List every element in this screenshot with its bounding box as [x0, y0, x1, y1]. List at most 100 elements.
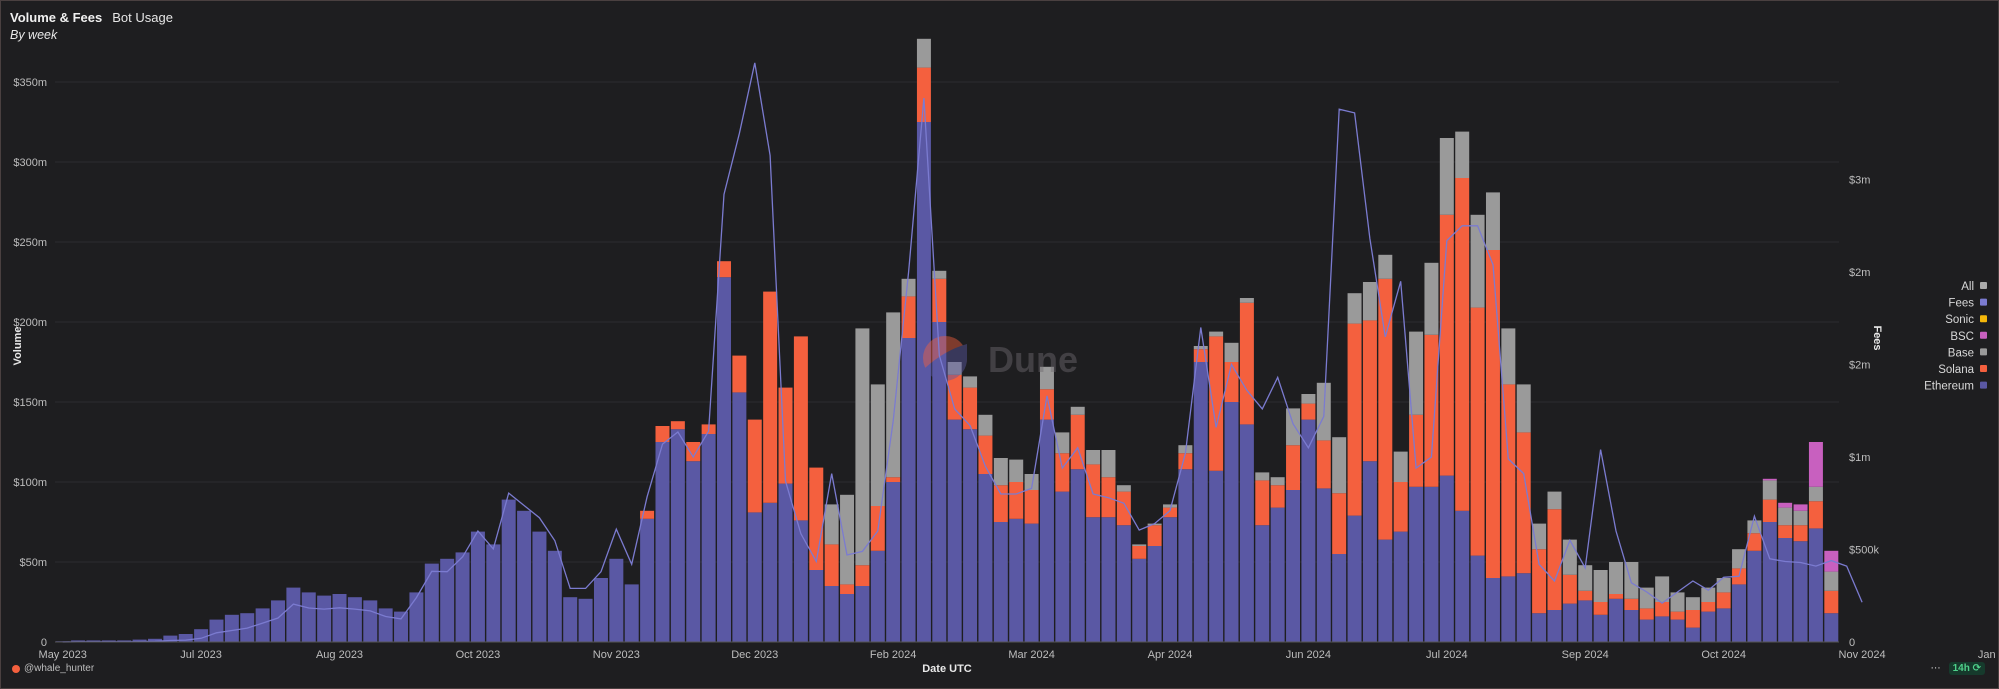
legend-label[interactable]: Solana — [1938, 364, 1974, 376]
legend-label[interactable]: All — [1961, 281, 1974, 293]
bar-base — [1639, 587, 1654, 609]
bar-ethereum — [1332, 554, 1347, 642]
bar-ethereum — [1485, 578, 1500, 642]
legend-swatch[interactable] — [1980, 282, 1987, 289]
bar-ethereum — [271, 600, 285, 642]
bar-solana — [1055, 453, 1070, 492]
header: Volume & Fees Bot Usage — [10, 10, 173, 25]
bar-solana — [1024, 490, 1039, 524]
bar-ethereum — [224, 614, 239, 642]
bar-ethereum — [655, 442, 670, 642]
bar-ethereum — [1101, 517, 1116, 642]
tab-bot-usage[interactable]: Bot Usage — [112, 10, 173, 25]
bar-ethereum — [1347, 515, 1362, 642]
bar-solana — [1039, 389, 1054, 420]
bar-base — [1086, 450, 1101, 465]
legend-label[interactable]: BSC — [1950, 331, 1974, 343]
y-tick-label: $150m — [13, 397, 47, 409]
bar-ethereum — [1116, 525, 1131, 642]
refresh-badge[interactable]: 14h ⟳ — [1948, 662, 1985, 675]
x-tick-label: Nov 2023 — [593, 649, 640, 661]
bar-base — [1762, 480, 1777, 500]
bar-solana — [855, 565, 870, 586]
legend-swatch[interactable] — [1980, 315, 1987, 323]
bar-ethereum — [563, 597, 578, 642]
bar-base — [901, 278, 916, 297]
bar-base — [1301, 394, 1316, 404]
bar-base — [1224, 342, 1239, 362]
bar-base — [1070, 406, 1085, 415]
y-tick-label: $100m — [13, 477, 47, 489]
bar-solana — [840, 584, 855, 594]
bar-base — [1778, 507, 1793, 526]
bar-solana — [655, 426, 670, 442]
author-handle: @whale_hunter — [24, 663, 95, 674]
bar-ethereum — [1362, 461, 1377, 642]
y-tick-label: $250m — [13, 237, 47, 249]
legend-label[interactable]: Base — [1948, 347, 1974, 359]
legend-label[interactable]: Sonic — [1945, 314, 1974, 326]
bar-solana — [1793, 525, 1808, 542]
bar-ethereum — [963, 429, 978, 642]
bar-solana — [1239, 302, 1254, 425]
bar-ethereum — [1163, 517, 1177, 642]
author[interactable]: @whale_hunter — [12, 663, 94, 674]
legend-swatch[interactable] — [1980, 365, 1987, 372]
bar-ethereum — [1086, 517, 1101, 642]
bar-base — [993, 458, 1008, 486]
bar-ethereum — [301, 592, 316, 642]
bar-ethereum — [747, 512, 762, 642]
bar-solana — [1009, 482, 1024, 519]
dune-logo-icon — [12, 664, 20, 673]
bar-base — [932, 270, 947, 279]
bar-solana — [1424, 334, 1439, 487]
bar-solana — [1609, 594, 1623, 599]
bar-solana — [1255, 480, 1270, 526]
legend-label[interactable]: Ethereum — [1924, 381, 1974, 393]
bar-ethereum — [255, 608, 270, 642]
bar-ethereum — [901, 338, 916, 642]
bar-ethereum — [1593, 614, 1608, 642]
bar-ethereum — [793, 520, 808, 642]
watermark: Dune — [923, 336, 1078, 381]
bar-base — [1163, 504, 1177, 508]
bar-base — [1701, 587, 1716, 602]
bar-solana — [1824, 590, 1839, 614]
bar-solana — [793, 336, 808, 521]
bar-ethereum — [1562, 603, 1577, 642]
bar-ethereum — [1639, 619, 1654, 642]
bar-ethereum — [578, 598, 593, 642]
bar-solana — [1332, 493, 1347, 554]
bar-ethereum — [870, 550, 885, 642]
bar-ethereum — [1455, 510, 1470, 642]
bar-solana — [963, 387, 978, 430]
bar-base — [1424, 262, 1439, 335]
bar-base — [1685, 597, 1700, 610]
x-tick-label: Aug 2023 — [316, 649, 363, 661]
bar-ethereum — [1316, 488, 1331, 642]
bar-base — [1578, 565, 1593, 591]
bar-base — [855, 328, 870, 566]
bar-bsc — [1778, 502, 1793, 508]
bar-ethereum — [717, 277, 731, 642]
more-options-icon[interactable]: ⋯ — [1930, 663, 1941, 674]
bar-solana — [686, 442, 701, 462]
bar-ethereum — [286, 587, 301, 642]
bar-ethereum — [1470, 555, 1485, 642]
bar-solana — [1501, 384, 1516, 577]
bar-ethereum — [1532, 613, 1547, 642]
bar-ethereum — [855, 586, 870, 642]
bar-ethereum — [378, 608, 393, 642]
legend-swatch[interactable] — [1980, 331, 1987, 339]
bar-ethereum — [916, 122, 931, 642]
bar-solana — [670, 421, 685, 430]
legend-label[interactable]: Fees — [1948, 298, 1974, 310]
legend-swatch[interactable] — [1980, 298, 1987, 306]
bar-ethereum — [209, 619, 224, 642]
bar-solana — [1070, 414, 1085, 470]
bar-base — [1393, 451, 1408, 482]
bar-base — [870, 384, 885, 506]
bar-solana — [1762, 499, 1777, 522]
legend-swatch[interactable] — [1980, 348, 1987, 356]
legend-swatch[interactable] — [1980, 381, 1987, 389]
